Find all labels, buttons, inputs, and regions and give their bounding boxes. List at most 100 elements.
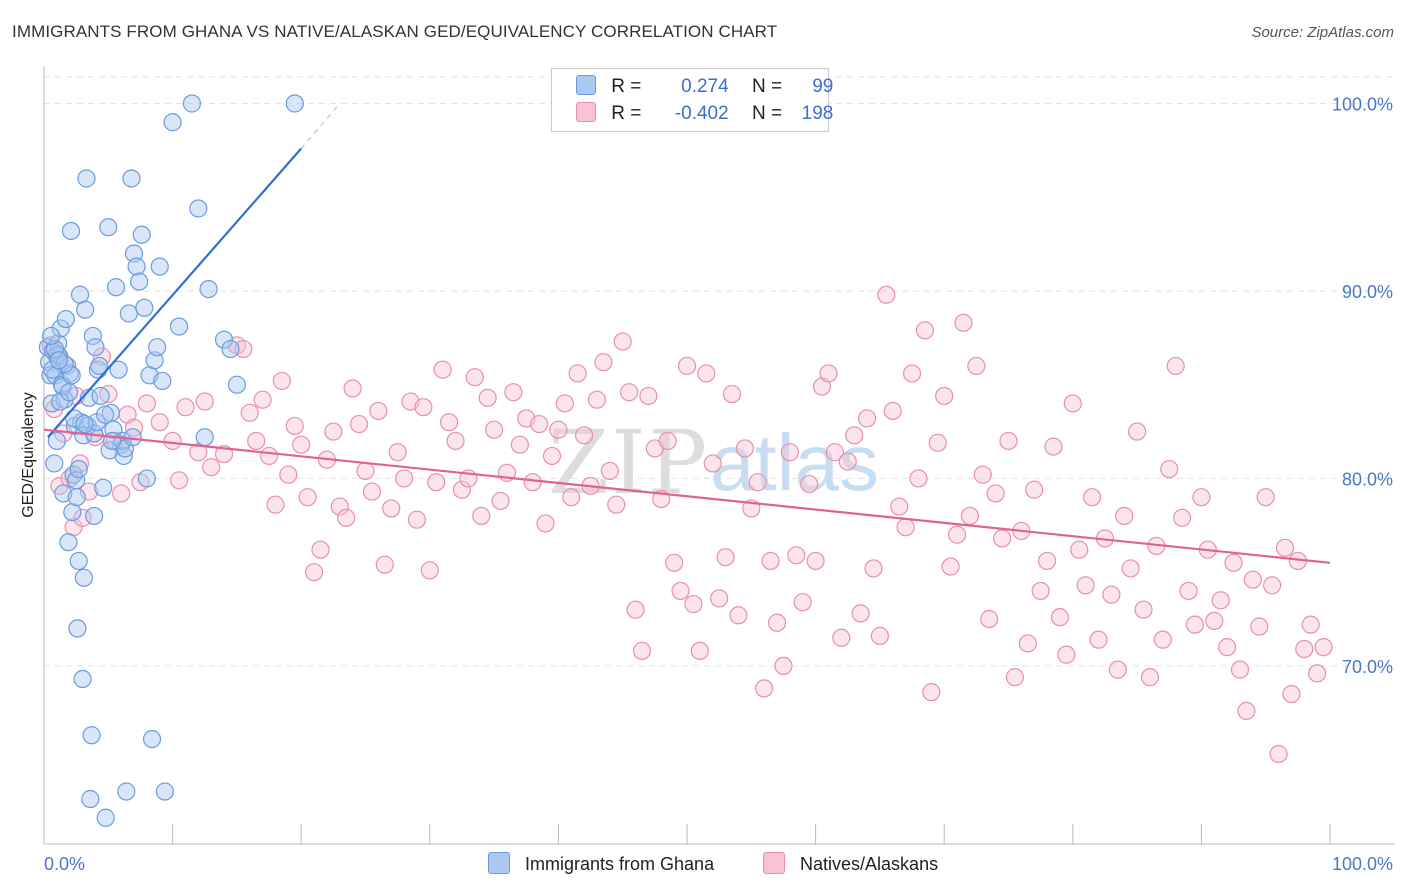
native-point — [1218, 638, 1237, 657]
native-point — [767, 613, 787, 632]
ghana-point — [155, 782, 174, 801]
trend-lines — [43, 103, 1331, 564]
native-point — [73, 508, 92, 527]
y-tick-label: 90.0% — [1342, 282, 1393, 302]
ghana-point — [41, 326, 61, 346]
axes — [43, 66, 1395, 845]
ghana-point — [195, 428, 214, 447]
native-point — [973, 465, 992, 484]
native-trend-line — [43, 428, 1331, 564]
correlation-legend: R = 0.274 N = 99 R = -0.402 N = 198 — [551, 68, 833, 132]
native-point — [414, 398, 433, 417]
native-point — [1057, 645, 1076, 664]
ghana-point — [119, 304, 138, 323]
native-point — [1256, 488, 1275, 507]
native-point — [1282, 684, 1301, 704]
native-point — [800, 474, 819, 494]
native-point — [980, 609, 999, 629]
x-tick-label: 100.0% — [1332, 854, 1393, 874]
bottom-legend-swatch-ghana — [488, 852, 510, 874]
ghana-point — [73, 669, 92, 689]
ghana-point — [81, 789, 100, 809]
ghana-point — [82, 726, 101, 745]
native-point — [1166, 356, 1185, 376]
native-point — [613, 332, 632, 351]
native-point — [967, 356, 986, 376]
ghana-point — [150, 257, 169, 276]
native-point — [485, 420, 504, 439]
ghana-point — [96, 808, 115, 827]
native-point — [1160, 459, 1179, 479]
native-point — [922, 683, 941, 702]
native-point — [279, 465, 298, 484]
legend-row-natives: R = -0.402 N = 198 — [576, 102, 833, 128]
legend-r-value: 0.274 — [681, 76, 729, 97]
native-point — [375, 555, 394, 574]
native-point — [902, 364, 922, 383]
native-point — [626, 600, 645, 619]
native-point — [195, 392, 214, 411]
native-point — [1243, 570, 1262, 589]
native-point — [1173, 508, 1192, 527]
native-point — [1224, 553, 1243, 572]
legend-row-ghana: R = 0.274 N = 99 — [576, 75, 833, 101]
native-point — [1025, 480, 1044, 499]
ghana-point — [83, 326, 102, 346]
native-point — [1153, 630, 1172, 649]
native-point — [1037, 551, 1057, 571]
native-point — [388, 443, 407, 462]
native-point — [607, 495, 626, 514]
ghana-point — [182, 94, 201, 113]
native-point — [1063, 394, 1082, 413]
native-point — [562, 488, 581, 507]
native-point — [1230, 660, 1250, 679]
ghana-point — [109, 360, 128, 379]
native-point — [510, 435, 529, 454]
native-point — [1211, 591, 1230, 610]
native-point — [1185, 615, 1205, 634]
native-point — [369, 401, 388, 421]
native-point — [272, 371, 292, 391]
legend-n-label: N = — [751, 76, 783, 97]
source-credit: Source: ZipAtlas.com — [1251, 24, 1394, 41]
native-point — [1076, 576, 1095, 595]
native-point — [960, 506, 980, 526]
ghana-point — [49, 351, 68, 370]
ghana-point — [122, 169, 141, 188]
native-point — [1018, 634, 1037, 653]
native-point — [1050, 608, 1070, 627]
tick-labels: 70.0% 80.0% 90.0% 100.0% 0.0% 100.0% GED/Equiv… — [20, 94, 1393, 874]
native-point — [748, 473, 767, 492]
native-point — [890, 497, 909, 516]
native-point — [356, 461, 375, 481]
ghana-point — [127, 257, 146, 276]
native-point — [542, 446, 562, 466]
native-point — [986, 484, 1005, 503]
native-point — [549, 420, 568, 439]
native-point — [1263, 576, 1282, 595]
ghana-point — [51, 319, 70, 338]
native-point — [632, 641, 652, 661]
legend-n-value: 99 — [812, 76, 834, 97]
watermark-atlas: atlas — [710, 418, 879, 507]
native-point — [1127, 422, 1147, 441]
ghana-point — [91, 386, 110, 406]
native-point — [343, 379, 362, 398]
native-point — [755, 679, 774, 698]
native-point — [1134, 600, 1153, 619]
native-point — [1089, 630, 1108, 649]
ghana-point — [95, 405, 115, 424]
native-point — [729, 606, 748, 625]
ghana-point — [47, 431, 66, 451]
native-point — [722, 384, 742, 404]
ghana-point — [153, 371, 172, 391]
native-point — [150, 413, 169, 432]
native-point — [1301, 615, 1320, 634]
native-point — [806, 551, 825, 571]
ghana-point — [137, 469, 156, 488]
ghana-point — [106, 278, 126, 297]
native-point — [928, 433, 947, 452]
bottom-legend-label-natives: Natives/Alaskans — [800, 854, 939, 874]
ghana-point — [59, 383, 79, 402]
